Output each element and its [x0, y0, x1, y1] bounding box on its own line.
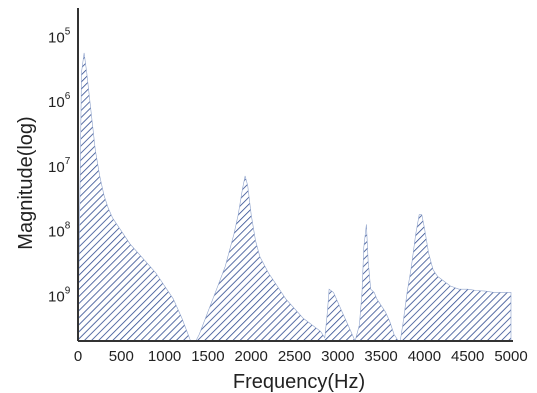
area-series — [77, 52, 512, 342]
y-tick-label: 107 — [48, 156, 71, 176]
x-tick-label: 3000 — [321, 348, 354, 365]
x-tick-label: 4500 — [451, 348, 484, 365]
x-tick-label: 1000 — [148, 348, 181, 365]
x-tick-label: 2000 — [235, 348, 268, 365]
x-tick-label: 3500 — [364, 348, 397, 365]
x-tick-label: 1500 — [191, 348, 224, 365]
y-tick-label: 105 — [48, 26, 71, 46]
x-tick-label: 2500 — [278, 348, 311, 365]
x-tick-label: 500 — [109, 348, 134, 365]
x-tick-labels: 0 500 1000 1500 2000 2500 3000 3500 4000 4500 5000 — [74, 348, 528, 365]
y-tick-label: 109 — [48, 285, 71, 305]
x-axis-label: Frequency(Hz) — [233, 371, 365, 393]
x-tick-label: 0 — [74, 348, 82, 365]
x-tick-label: 4000 — [408, 348, 441, 365]
y-axis-label: Magnitude(log) — [15, 116, 37, 249]
y-tick-label: 108 — [48, 221, 71, 241]
y-tick-label: 106 — [48, 91, 71, 111]
x-tick-label: 5000 — [494, 348, 527, 365]
y-tick-labels: 105 106 107 108 109 — [48, 26, 71, 305]
